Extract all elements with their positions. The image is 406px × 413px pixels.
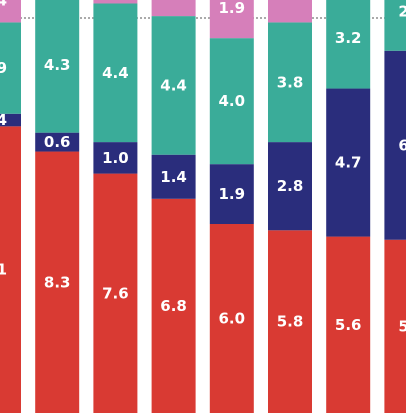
data-label: 8.3 (44, 273, 71, 291)
data-label: 2. (398, 2, 406, 20)
bar-segment (268, 0, 312, 23)
bar-segment (209, 38, 254, 165)
bar-segment (93, 3, 138, 143)
bar-segment (384, 50, 406, 240)
data-label: 4.7 (335, 154, 362, 172)
data-label: 5.6 (335, 316, 362, 334)
bar-segment (151, 154, 196, 199)
data-label: 1.9 (219, 185, 246, 203)
bar-segment (0, 113, 21, 127)
bar-segment (151, 16, 196, 155)
data-label: 2.8 (277, 177, 304, 195)
bar-segment (151, 0, 196, 17)
data-label: 4.4 (160, 76, 187, 94)
bar-segment (268, 230, 312, 413)
bar-segment (35, 151, 80, 413)
data-label: 1.0 (102, 149, 129, 167)
bar-segment (0, 22, 21, 114)
data-label: 6.8 (160, 297, 187, 315)
data-label: 0.6 (44, 133, 71, 151)
data-label: 7.6 (102, 284, 129, 302)
bar-segment (384, 0, 406, 51)
bar-segment (35, 0, 80, 133)
data-label: 6.0 (219, 310, 246, 328)
bar-segment (93, 173, 138, 413)
data-label: 1.9 (219, 0, 246, 17)
bar-segment (151, 198, 196, 413)
data-label: 4.3 (44, 56, 71, 74)
data-label: 5. (398, 317, 406, 335)
bar-segment (93, 0, 138, 4)
data-label: 3.2 (335, 29, 362, 47)
data-label: .9 (0, 59, 7, 77)
bar-segment (209, 0, 254, 39)
data-label: 4.4 (102, 64, 129, 82)
bar-segment (384, 239, 406, 413)
data-label: .1 (0, 261, 7, 279)
data-label: .4 (0, 0, 7, 9)
bar-segment (0, 126, 21, 413)
bar-segment (326, 0, 371, 89)
bar-segment (268, 142, 312, 231)
bar-segment (0, 0, 21, 23)
bar-segment (268, 22, 312, 143)
data-label: .4 (0, 111, 7, 129)
data-label: 3.8 (277, 73, 304, 91)
bar-segment (35, 132, 80, 152)
bar-segment (209, 164, 254, 224)
data-label: 1.4 (160, 168, 187, 186)
bar-segment (209, 224, 254, 413)
bar-segment (326, 236, 371, 413)
data-label: 6. (398, 136, 406, 154)
data-label: 4.0 (219, 92, 246, 110)
bar-segment (326, 88, 371, 237)
data-label: 5.8 (277, 313, 304, 331)
bar-segment (93, 142, 138, 174)
